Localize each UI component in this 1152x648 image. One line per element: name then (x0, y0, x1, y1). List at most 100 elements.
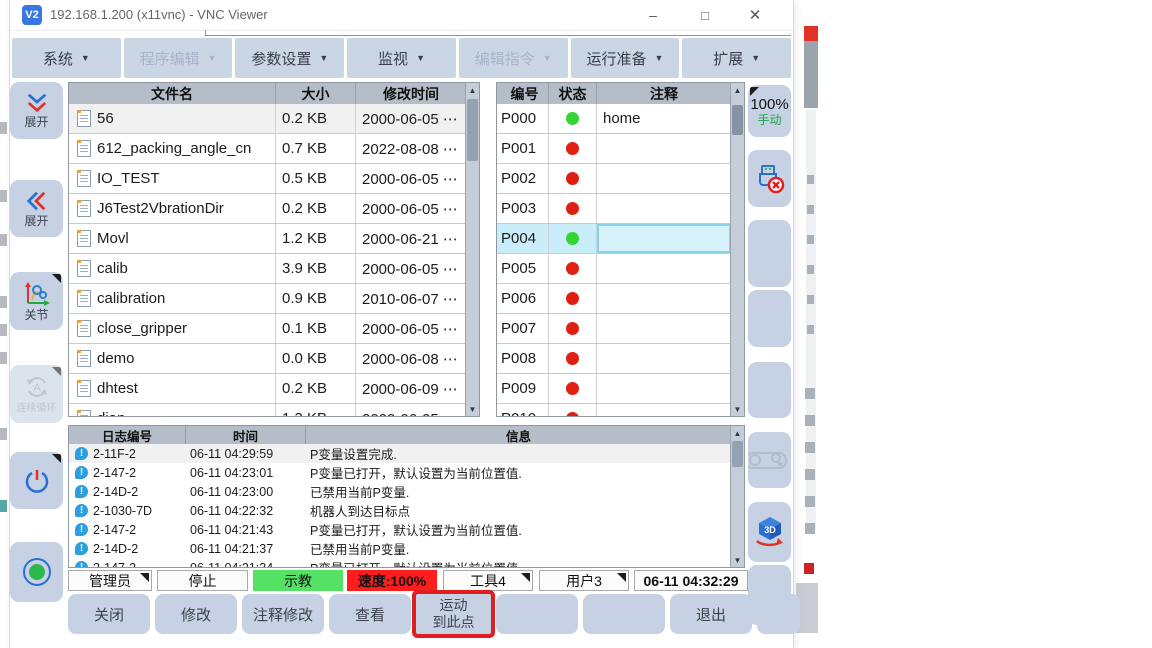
point-row[interactable]: P008 (497, 344, 731, 374)
column-header-modified[interactable]: 修改时间 (383, 85, 439, 102)
continuous-loop-button[interactable]: A 连续循环 (10, 365, 63, 423)
user-frame-indicator[interactable]: 用户3 (539, 570, 629, 591)
role-indicator[interactable]: 管理员 (68, 570, 152, 591)
scroll-down-icon[interactable]: ▼ (733, 555, 742, 565)
file-row[interactable]: 56 0.2 KB 2000-06-05 ⋯ (69, 104, 466, 134)
gamepad-button[interactable] (748, 432, 791, 488)
point-row[interactable]: P009 (497, 374, 731, 404)
scroll-up-icon[interactable]: ▲ (733, 85, 742, 95)
point-comment[interactable] (597, 164, 731, 193)
file-row[interactable]: demo 0.0 KB 2000-06-08 ⋯ (69, 344, 466, 374)
file-row[interactable]: J6Test2VbrationDir 0.2 KB 2000-06-05 ⋯ (69, 194, 466, 224)
point-row[interactable]: P005 (497, 254, 731, 284)
view-3d-button[interactable]: 3D (748, 502, 791, 562)
file-row[interactable]: dian 1.3 KB 2000-06-05 ⋯ (69, 404, 466, 416)
minimize-button[interactable]: – (649, 7, 657, 23)
scrollbar-thumb[interactable] (732, 105, 743, 135)
action-button[interactable]: 退出 (670, 594, 752, 634)
action-button[interactable] (583, 594, 665, 634)
column-header-size[interactable]: 大小 (276, 83, 356, 104)
joint-mode-button[interactable]: 关节 (10, 272, 63, 330)
point-comment[interactable] (597, 254, 731, 283)
file-table-scrollbar[interactable]: ▲ ▼ (465, 83, 479, 416)
scroll-down-icon[interactable]: ▼ (733, 404, 742, 414)
run-state-indicator[interactable]: 停止 (157, 570, 248, 591)
tool-frame-indicator[interactable]: 工具4 (443, 570, 533, 591)
file-row[interactable]: close_gripper 0.1 KB 2000-06-05 ⋯ (69, 314, 466, 344)
action-button[interactable]: 运动 到此点 (416, 594, 491, 634)
speed-indicator[interactable]: 速度:100% (347, 570, 437, 591)
column-header-point-status[interactable]: 状态 (549, 83, 597, 104)
blank-side-button[interactable] (748, 362, 791, 418)
blank-side-button[interactable] (748, 565, 791, 625)
blank-side-button[interactable] (748, 220, 791, 287)
close-button[interactable]: ✕ (748, 7, 762, 24)
point-row[interactable]: P000 home (497, 104, 731, 134)
file-row[interactable]: IO_TEST 0.5 KB 2000-06-05 ⋯ (69, 164, 466, 194)
point-row[interactable]: P003 (497, 194, 731, 224)
scroll-down-icon[interactable]: ▼ (468, 404, 477, 414)
point-comment[interactable] (597, 344, 731, 373)
mode-indicator[interactable]: 示教 (253, 570, 343, 591)
menu-item[interactable]: 编辑指令 ▼ (458, 38, 568, 78)
log-row[interactable]: ! 2-11F-2 06-11 04:29:59 P变量设置完成. (69, 444, 731, 463)
log-row[interactable]: ! 2-1030-7D 06-11 04:22:32 机器人到达目标点 (69, 501, 731, 520)
point-comment[interactable] (597, 194, 731, 223)
action-button[interactable]: 查看 (329, 594, 411, 634)
expand-left-button[interactable]: 展开 (10, 180, 63, 237)
file-row[interactable]: calibration 0.9 KB 2010-06-07 ⋯ (69, 284, 466, 314)
file-row[interactable]: Movl 1.2 KB 2000-06-21 ⋯ (69, 224, 466, 254)
point-row[interactable]: P006 (497, 284, 731, 314)
point-comment[interactable] (597, 224, 731, 253)
point-comment[interactable] (597, 314, 731, 343)
column-header-log-message[interactable]: 信息 (505, 429, 531, 444)
blank-side-button[interactable] (748, 290, 791, 347)
file-row[interactable]: 612_packing_angle_cn 0.7 KB 2022-08-08 ⋯ (69, 134, 466, 164)
point-row[interactable]: P001 (497, 134, 731, 164)
power-button[interactable] (10, 452, 63, 509)
log-row[interactable]: ! 2-147-2 06-11 04:23:01 P变量已打开，默认设置为当前位… (69, 463, 731, 482)
log-table-scrollbar[interactable]: ▲ ▼ (730, 426, 744, 567)
menu-item[interactable]: 系统 ▼ (12, 38, 121, 78)
menu-item[interactable]: 参数设置 ▼ (235, 38, 345, 78)
menu-item[interactable]: 程序编辑 ▼ (123, 38, 233, 78)
column-header-point-comment[interactable]: 注释 (650, 85, 678, 102)
action-button[interactable]: 修改 (155, 594, 237, 634)
point-comment[interactable] (597, 284, 731, 313)
point-comment[interactable]: home (603, 110, 641, 127)
scrollbar-thumb[interactable] (732, 441, 743, 467)
log-row[interactable]: ! 2-14D-2 06-11 04:21:37 已禁用当前P变量. (69, 539, 731, 558)
point-comment[interactable] (597, 134, 731, 163)
column-header-log-time[interactable]: 时间 (186, 426, 306, 444)
file-row[interactable]: calib 3.9 KB 2000-06-05 ⋯ (69, 254, 466, 284)
point-table-scrollbar[interactable]: ▲ ▼ (730, 83, 744, 416)
point-row[interactable]: P002 (497, 164, 731, 194)
log-row[interactable]: ! 2-147-2 06-11 04:21:43 P变量已打开，默认设置为当前位… (69, 520, 731, 539)
menu-item[interactable]: 扩展 ▼ (682, 38, 792, 78)
action-button[interactable] (496, 594, 578, 634)
column-header-log-id[interactable]: 日志编号 (69, 426, 186, 444)
point-row[interactable]: P004 (497, 224, 731, 254)
column-header-filename[interactable]: 文件名 (69, 83, 276, 104)
action-button[interactable]: 关闭 (68, 594, 150, 634)
speed-mode-button[interactable]: 100% 手动 (748, 85, 791, 137)
scroll-up-icon[interactable]: ▲ (468, 85, 477, 95)
log-row[interactable]: ! 2-147-2 06-11 04:21:34 P变量已打开，默认设置为当前位… (69, 558, 731, 567)
point-comment[interactable] (597, 374, 731, 403)
point-row[interactable]: P007 (497, 314, 731, 344)
column-header-point-id[interactable]: 编号 (497, 83, 549, 104)
title-bar[interactable]: V2 192.168.1.200 (x11vnc) - VNC Viewer –… (10, 0, 793, 31)
point-comment[interactable] (597, 404, 731, 416)
file-row[interactable]: dhtest 0.2 KB 2000-06-09 ⋯ (69, 374, 466, 404)
menu-item[interactable]: 运行准备 ▼ (570, 38, 680, 78)
maximize-button[interactable]: □ (701, 7, 709, 23)
point-row[interactable]: P010 (497, 404, 731, 416)
action-button[interactable]: 注释修改 (242, 594, 324, 634)
scroll-up-icon[interactable]: ▲ (733, 428, 742, 438)
log-row[interactable]: ! 2-14D-2 06-11 04:23:00 已禁用当前P变量. (69, 482, 731, 501)
scrollbar-thumb[interactable] (467, 99, 478, 161)
usb-disconnected-button[interactable] (748, 150, 791, 207)
menu-item[interactable]: 监视 ▼ (347, 38, 456, 78)
servo-status-button[interactable] (10, 542, 63, 602)
expand-down-button[interactable]: 展开 (10, 82, 63, 139)
